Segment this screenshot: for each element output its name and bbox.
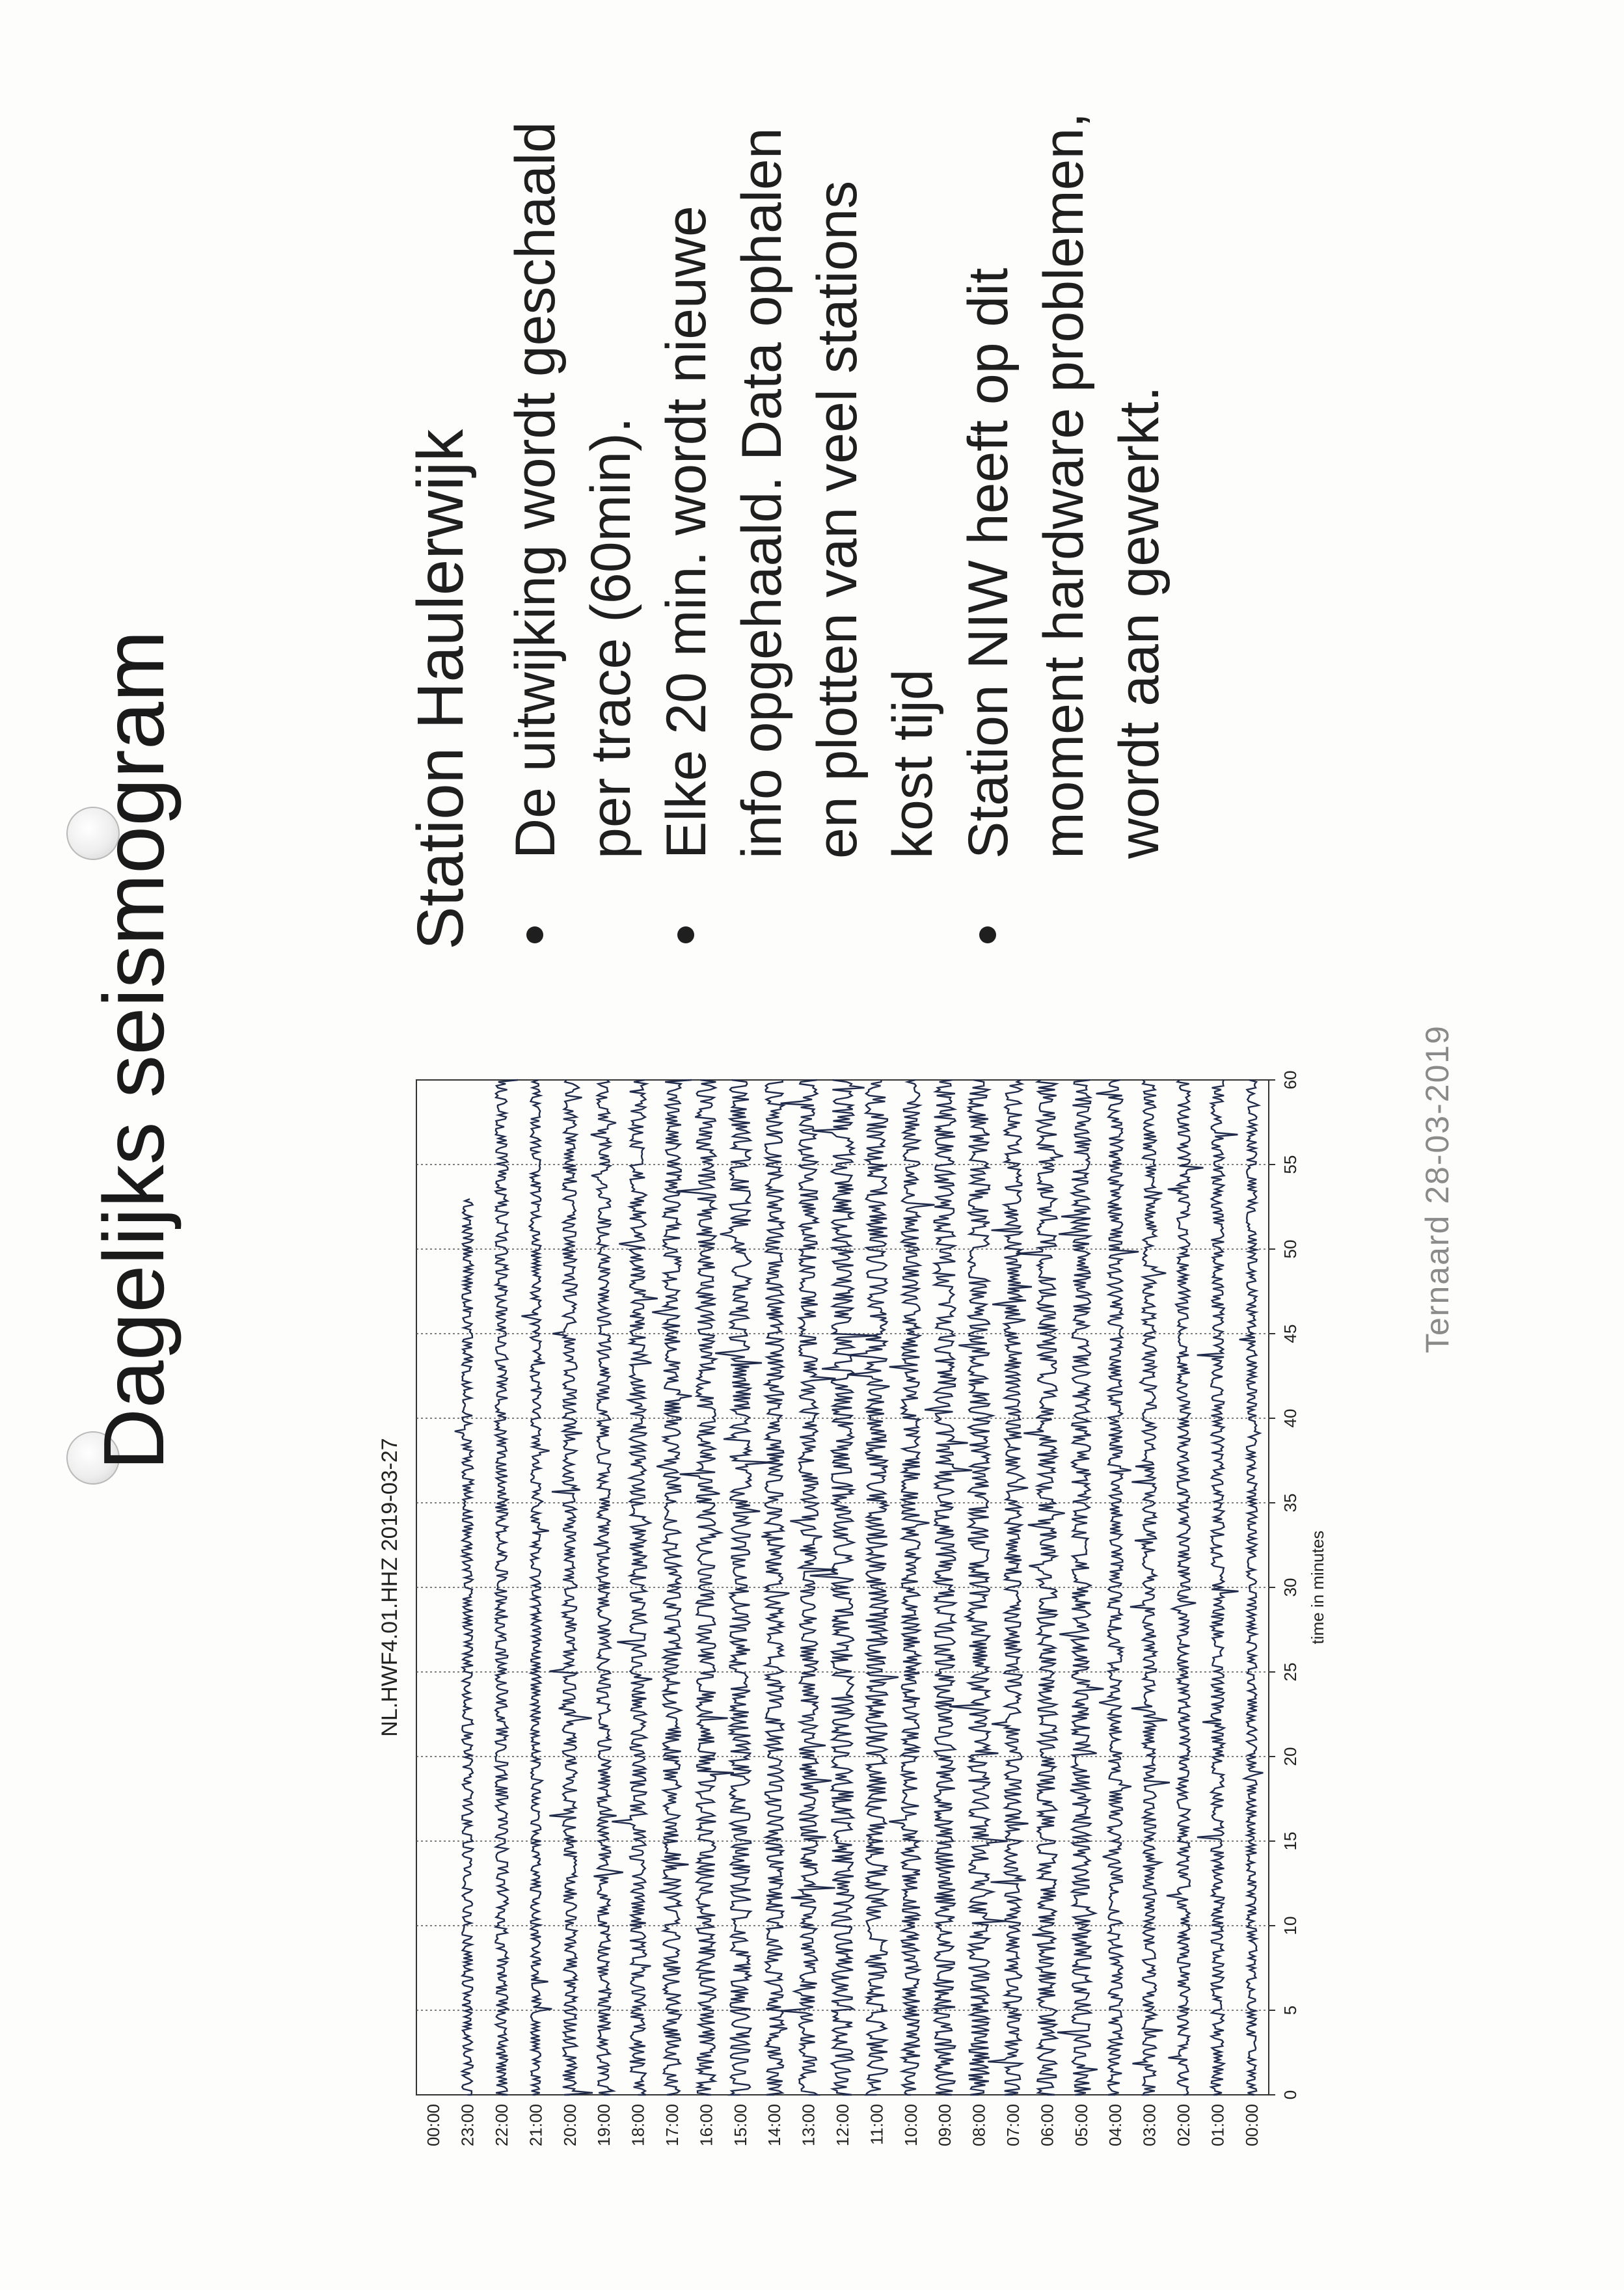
- rotated-slide: Dagelijks seismogram NL.HWF4.01.HHZ 2019…: [85, 52, 1516, 2186]
- trace-line: [676, 1079, 735, 2096]
- trace-line: [1239, 1079, 1264, 2096]
- trace-line: [549, 1079, 593, 2096]
- trace-line: [809, 1079, 878, 2096]
- x-tick-label: 50: [1280, 1240, 1300, 1259]
- bullet-item: Station NIW heeft op dit moment hardware…: [951, 104, 1177, 950]
- trace-line: [1130, 1079, 1171, 2096]
- trace-label: 03:00: [1140, 2104, 1159, 2146]
- trace-label: 05:00: [1072, 2104, 1091, 2146]
- x-tick-label: 35: [1280, 1494, 1300, 1513]
- trace-label: 00:00: [1242, 2104, 1262, 2146]
- trace-line: [1057, 1079, 1104, 2096]
- trace-line: [454, 1198, 476, 2096]
- chart-title: NL.HWF4.01.HHZ 2019-03-27: [377, 1438, 402, 1736]
- x-tick-label: 45: [1280, 1325, 1300, 1343]
- trace-label: 07:00: [1003, 2104, 1023, 2146]
- trace-line: [715, 1079, 772, 2096]
- trace-line: [949, 1079, 1008, 2096]
- trace-label: 18:00: [629, 2104, 648, 2146]
- trace-label: 20:00: [560, 2104, 580, 2146]
- trace-line: [612, 1079, 658, 2096]
- seismogram-svg: NL.HWF4.01.HHZ 2019-03-27 0 5 10 15 20 25 30 35 4…: [377, 1071, 1327, 2147]
- trace-line: [1096, 1079, 1139, 2096]
- punch-hole-top: [66, 807, 120, 860]
- trace-label: 11:00: [867, 2104, 886, 2145]
- trace-line: [988, 1079, 1033, 2096]
- x-tick-label: 10: [1280, 1917, 1300, 1935]
- x-tick-label: 30: [1280, 1578, 1300, 1597]
- trace-line: [889, 1079, 935, 2096]
- trace-line: [493, 1079, 519, 2096]
- trace-label: 21:00: [526, 2104, 545, 2146]
- seismogram-chart: NL.HWF4.01.HHZ 2019-03-27 0 5 10 15 20 25 30 35 4…: [358, 1015, 1373, 2186]
- trace-label: 04:00: [1105, 2104, 1125, 2146]
- trace-label: 02:00: [1174, 2104, 1193, 2146]
- trace-line: [780, 1079, 838, 2096]
- bullet-dot: [677, 926, 694, 943]
- trace-line: [521, 1079, 552, 2096]
- trace-label: 01:00: [1208, 2104, 1227, 2146]
- trace-label: 09:00: [935, 2104, 954, 2146]
- x-tick-label: 5: [1280, 2006, 1300, 2015]
- trace-label: 15:00: [731, 2104, 750, 2146]
- bullet-dot: [526, 926, 543, 943]
- trace-label: 16:00: [696, 2104, 716, 2146]
- trace-label: 00:00: [424, 2104, 443, 2146]
- bullet-item: De uitwijking wordt geschaald per trace …: [498, 104, 649, 950]
- x-tick-label: 0: [1280, 2090, 1300, 2099]
- trace-line: [761, 1079, 790, 2096]
- footer-date: Ternaard 28-03-2019: [1419, 1025, 1455, 1353]
- bullet-list: De uitwijking wordt geschaald per trace …: [498, 104, 1177, 950]
- slide-title: Dagelijks seismogram: [86, 630, 182, 1470]
- trace-line: [924, 1079, 973, 2096]
- trace-label: 23:00: [458, 2104, 478, 2146]
- bullet-dot: [979, 926, 996, 943]
- text-column: Station Haulerwijk De uitwijking wordt g…: [403, 104, 1177, 950]
- x-axis-label: time in minutes: [1308, 1531, 1327, 1645]
- trace-label: 10:00: [901, 2104, 921, 2146]
- trace-label: 08:00: [969, 2104, 989, 2146]
- bullet-text: Station NIW heeft op dit moment hardware…: [957, 112, 1171, 859]
- trace-line: [1016, 1079, 1065, 2096]
- trace-line: [1166, 1079, 1204, 2096]
- x-tick-label: 55: [1280, 1155, 1300, 1174]
- bullet-text: Elke 20 min. wordt nieuwe info opgehaald…: [655, 128, 944, 859]
- trace-line: [652, 1079, 692, 2096]
- bullet-item: Elke 20 min. wordt nieuwe info opgehaald…: [649, 104, 951, 950]
- x-tick-label: 25: [1280, 1663, 1300, 1682]
- trace-line: [1197, 1079, 1239, 2096]
- trace-label: 06:00: [1037, 2104, 1057, 2146]
- x-tick-label: 60: [1280, 1071, 1300, 1090]
- trace-label: 12:00: [833, 2104, 852, 2146]
- punch-hole-middle: [66, 1431, 120, 1485]
- station-title: Station Haulerwijk: [404, 429, 477, 950]
- bullet-text: De uitwijking wordt geschaald per trace …: [504, 122, 642, 859]
- trace-line: [847, 1079, 899, 2096]
- trace-label: 19:00: [594, 2104, 614, 2146]
- x-tick-label: 40: [1280, 1409, 1300, 1428]
- x-tick-label: 15: [1280, 1832, 1300, 1851]
- trace-line: [590, 1079, 623, 2096]
- trace-label: 17:00: [662, 2104, 682, 2146]
- trace-label: 13:00: [799, 2104, 819, 2146]
- trace-label: 14:00: [765, 2104, 784, 2146]
- trace-label: 22:00: [492, 2104, 511, 2146]
- x-tick-label: 20: [1280, 1747, 1300, 1766]
